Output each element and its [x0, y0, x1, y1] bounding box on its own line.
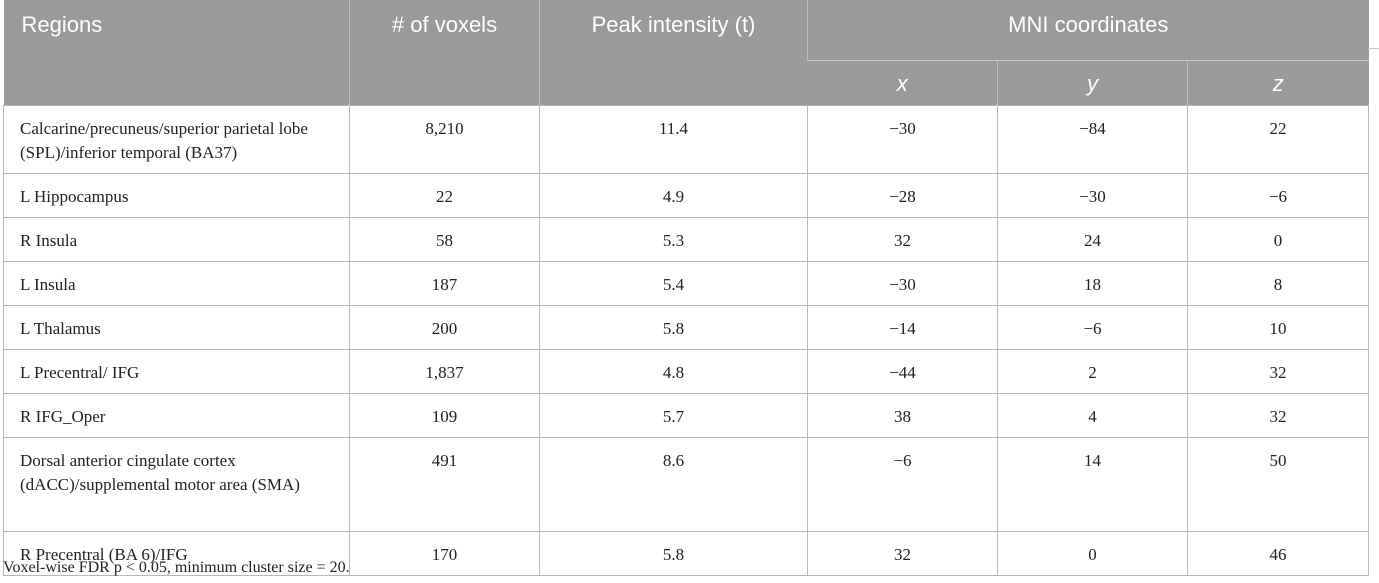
cell-x: 32 [807, 531, 998, 576]
cell-region: R Insula [3, 217, 350, 262]
cell-voxels: 170 [349, 531, 540, 576]
table-row: R IFG_Oper 109 5.7 38 4 32 [3, 393, 1369, 438]
table-header: Regions # of voxels Peak intensity (t) M… [3, 0, 1369, 106]
cell-voxels: 187 [349, 261, 540, 306]
cell-z: 32 [1187, 349, 1369, 394]
cell-peak: 4.9 [539, 173, 808, 218]
cell-x: −6 [807, 437, 998, 532]
header-z: z [1187, 60, 1369, 106]
table-row: L Insula 187 5.4 −30 18 8 [3, 261, 1369, 306]
cell-voxels: 491 [349, 437, 540, 532]
cell-z: 32 [1187, 393, 1369, 438]
table-row: Calcarine/precuneus/superior parietal lo… [3, 105, 1369, 174]
table-body: Calcarine/precuneus/superior parietal lo… [3, 105, 1369, 576]
cell-z: 0 [1187, 217, 1369, 262]
table-row: L Precentral/ IFG 1,837 4.8 −44 2 32 [3, 349, 1369, 394]
cell-region: R IFG_Oper [3, 393, 350, 438]
cell-z: 10 [1187, 305, 1369, 350]
header-x: x [807, 60, 998, 106]
cell-region: Calcarine/precuneus/superior parietal lo… [3, 105, 350, 174]
cell-peak: 5.8 [539, 531, 808, 576]
cell-peak: 5.7 [539, 393, 808, 438]
cell-region: L Thalamus [3, 305, 350, 350]
results-table: Regions # of voxels Peak intensity (t) M… [3, 0, 1369, 576]
table-footnote: Voxel-wise FDR p < 0.05, minimum cluster… [3, 559, 350, 576]
cell-z: 8 [1187, 261, 1369, 306]
cell-y: 14 [997, 437, 1188, 532]
table-row: R Insula 58 5.3 32 24 0 [3, 217, 1369, 262]
cell-peak: 11.4 [539, 105, 808, 174]
cell-voxels: 1,837 [349, 349, 540, 394]
cell-voxels: 8,210 [349, 105, 540, 174]
cell-x: 32 [807, 217, 998, 262]
cell-y: 4 [997, 393, 1188, 438]
cell-z: 22 [1187, 105, 1369, 174]
cell-y: −84 [997, 105, 1188, 174]
cell-region: Dorsal anterior cingulate cortex (dACC)/… [3, 437, 350, 532]
header-mni-coordinates: MNI coordinates [807, 0, 1369, 61]
header-regions: Regions [3, 0, 350, 106]
cell-peak: 5.4 [539, 261, 808, 306]
cell-voxels: 200 [349, 305, 540, 350]
header-peak-intensity: Peak intensity (t) [539, 0, 808, 106]
table-row: L Thalamus 200 5.8 −14 −6 10 [3, 305, 1369, 350]
cell-region: R Precentral (BA 6)/IFG [3, 531, 350, 576]
cell-peak: 5.3 [539, 217, 808, 262]
cell-x: −28 [807, 173, 998, 218]
cell-x: −44 [807, 349, 998, 394]
cell-y: 2 [997, 349, 1188, 394]
cell-z: 46 [1187, 531, 1369, 576]
cell-voxels: 58 [349, 217, 540, 262]
cell-y: 18 [997, 261, 1188, 306]
header-voxels: # of voxels [349, 0, 540, 106]
table-row: L Hippocampus 22 4.9 −28 −30 −6 [3, 173, 1369, 218]
cell-y: 0 [997, 531, 1188, 576]
cell-peak: 8.6 [539, 437, 808, 532]
cell-z: −6 [1187, 173, 1369, 218]
cell-x: −14 [807, 305, 998, 350]
table-row: Dorsal anterior cingulate cortex (dACC)/… [3, 437, 1369, 532]
header-edge-divider [1368, 48, 1379, 49]
cell-voxels: 109 [349, 393, 540, 438]
cell-z: 50 [1187, 437, 1369, 532]
cell-x: 38 [807, 393, 998, 438]
cell-region: L Hippocampus [3, 173, 350, 218]
cell-peak: 4.8 [539, 349, 808, 394]
cell-region: L Insula [3, 261, 350, 306]
cell-y: −6 [997, 305, 1188, 350]
cell-x: −30 [807, 105, 998, 174]
table-row: R Precentral (BA 6)/IFG 170 5.8 32 0 46 [3, 531, 1369, 576]
cell-peak: 5.8 [539, 305, 808, 350]
header-y: y [997, 60, 1188, 106]
cell-y: −30 [997, 173, 1188, 218]
cell-y: 24 [997, 217, 1188, 262]
cell-voxels: 22 [349, 173, 540, 218]
cell-x: −30 [807, 261, 998, 306]
cell-region: L Precentral/ IFG [3, 349, 350, 394]
